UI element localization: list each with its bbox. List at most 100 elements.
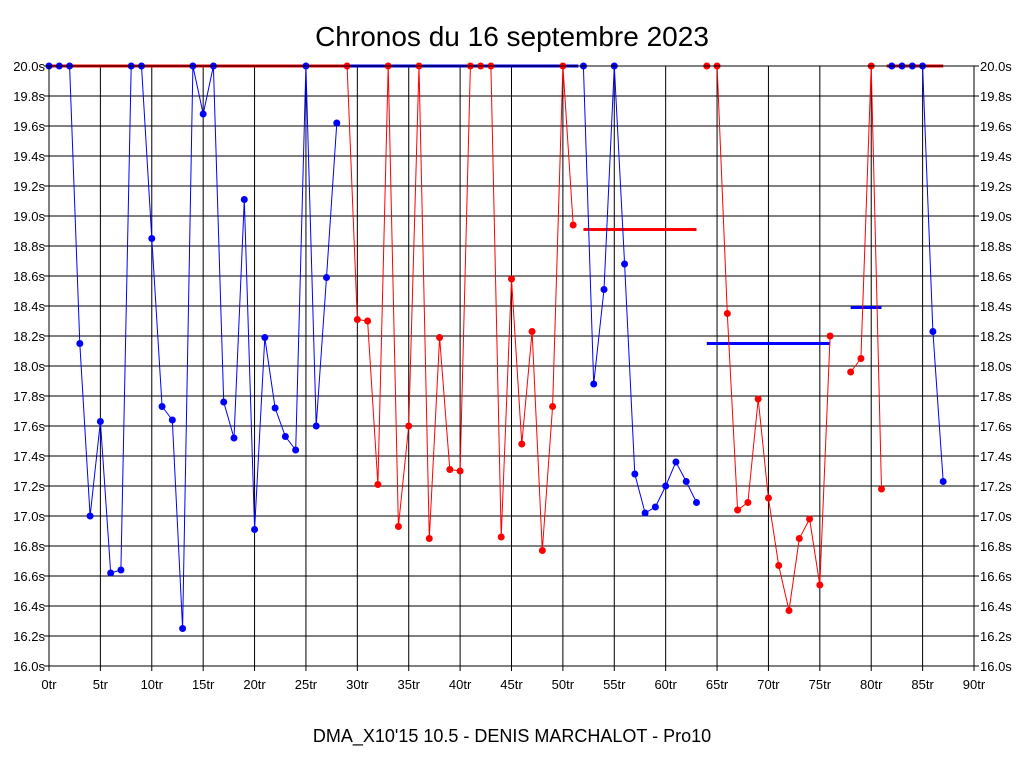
y-tick-label-right: 18.4s [980, 299, 1012, 314]
chart-title: Chronos du 16 septembre 2023 [315, 21, 709, 52]
y-tick-label-left: 16.6s [13, 569, 45, 584]
data-point [723, 310, 731, 317]
data-point [271, 404, 279, 412]
data-points [45, 62, 947, 632]
data-point [292, 446, 300, 454]
data-point [168, 416, 176, 424]
y-tick-label-right: 19.4s [980, 149, 1012, 164]
data-point [394, 523, 402, 530]
data-point [651, 503, 659, 511]
data-point [497, 533, 505, 541]
x-tick-label: 65tr [706, 677, 729, 692]
data-point [230, 434, 238, 442]
x-tick-label: 40tr [449, 677, 472, 692]
data-point [878, 485, 885, 493]
y-tick-label-left: 17.6s [13, 419, 45, 434]
data-point [549, 403, 557, 410]
data-point [179, 625, 187, 632]
data-point [107, 569, 115, 577]
y-tick-label-right: 17.8s [980, 389, 1012, 404]
data-point [220, 398, 228, 406]
data-point [795, 535, 803, 542]
y-tick-label-right: 18.0s [980, 359, 1012, 374]
data-point [312, 422, 320, 430]
data-point [590, 380, 598, 388]
data-point [333, 119, 341, 127]
data-point [744, 499, 752, 506]
data-point [662, 482, 670, 490]
y-tick-label-left: 17.8s [13, 389, 45, 404]
data-point [251, 526, 259, 533]
data-point [569, 221, 577, 229]
data-point [76, 340, 84, 347]
data-point [446, 466, 454, 473]
data-point [785, 607, 793, 614]
x-tick-label: 20tr [243, 677, 266, 692]
y-tick-label-left: 16.2s [13, 629, 45, 644]
data-point [641, 509, 649, 517]
y-tick-label-right: 17.2s [980, 479, 1012, 494]
data-point [764, 494, 772, 502]
data-point [816, 581, 824, 589]
data-point [323, 274, 330, 281]
x-tick-label: 50tr [552, 677, 575, 692]
x-axis-ticks: 0tr 5tr 10tr 15tr 20tr 25tr 30tr 35tr 40tr 45tr 50… [41, 666, 986, 692]
data-point [693, 499, 700, 506]
y-tick-label-right: 19.0s [980, 209, 1012, 224]
data-point [929, 328, 937, 335]
data-point [826, 332, 834, 340]
y-tick-label-left: 18.6s [13, 269, 45, 284]
x-tick-label: 90tr [963, 677, 986, 692]
data-point [148, 235, 156, 242]
x-tick-label: 80tr [860, 677, 883, 692]
data-point [508, 275, 515, 283]
y-tick-label-left: 18.0s [13, 359, 45, 374]
x-tick-label: 10tr [141, 677, 164, 692]
y-tick-label-right: 16.6s [980, 569, 1012, 584]
data-point [857, 355, 865, 362]
y-tick-label-left: 20.0s [13, 59, 45, 74]
y-tick-label-left: 19.8s [13, 89, 45, 104]
data-point [939, 478, 947, 485]
series-line [850, 65, 882, 490]
data-point [775, 562, 783, 569]
y-tick-label-left: 19.2s [13, 179, 45, 194]
y-tick-label-left: 18.8s [13, 239, 45, 254]
x-tick-label: 45tr [500, 677, 523, 692]
y-tick-label-left: 16.4s [13, 599, 45, 614]
data-point [374, 481, 382, 488]
y-tick-label-right: 16.8s [980, 539, 1012, 554]
y-tick-label-right: 16.4s [980, 599, 1012, 614]
data-point [600, 286, 608, 293]
data-point [734, 506, 742, 514]
y-tick-label-left: 19.6s [13, 119, 45, 134]
data-point [518, 440, 526, 448]
y-tick-label-right: 18.6s [980, 269, 1012, 284]
data-point [86, 512, 94, 520]
data-point [806, 515, 814, 523]
data-point [425, 535, 433, 542]
x-tick-label: 15tr [192, 677, 215, 692]
x-tick-label: 25tr [295, 677, 318, 692]
data-point [240, 196, 248, 203]
data-point [353, 316, 361, 323]
data-point [682, 478, 690, 485]
x-tick-label: 0tr [41, 677, 57, 692]
data-point [436, 334, 444, 341]
y-tick-label-right: 20.0s [980, 59, 1012, 74]
y-tick-label-left: 17.4s [13, 449, 45, 464]
y-tick-label-right: 16.2s [980, 629, 1012, 644]
chart-subtitle: DMA_X10'15 10.5 - DENIS MARCHALOT - Pro1… [313, 726, 711, 747]
x-tick-label: 35tr [398, 677, 421, 692]
y-tick-label-left: 17.0s [13, 509, 45, 524]
y-tick-label-right: 19.2s [980, 179, 1012, 194]
x-tick-label: 30tr [346, 677, 369, 692]
data-point [528, 328, 536, 335]
y-tick-label-left: 16.8s [13, 539, 45, 554]
y-tick-label-right: 17.6s [980, 419, 1012, 434]
data-point [847, 368, 855, 376]
y-tick-label-left: 17.2s [13, 479, 45, 494]
x-tick-label: 5tr [93, 677, 109, 692]
y-tick-label-right: 18.2s [980, 329, 1012, 344]
y-tick-label-left: 18.2s [13, 329, 45, 344]
